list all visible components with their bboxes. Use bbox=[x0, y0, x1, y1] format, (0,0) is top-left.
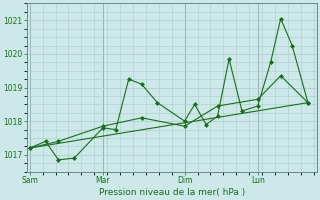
X-axis label: Pression niveau de la mer( hPa ): Pression niveau de la mer( hPa ) bbox=[99, 188, 245, 197]
